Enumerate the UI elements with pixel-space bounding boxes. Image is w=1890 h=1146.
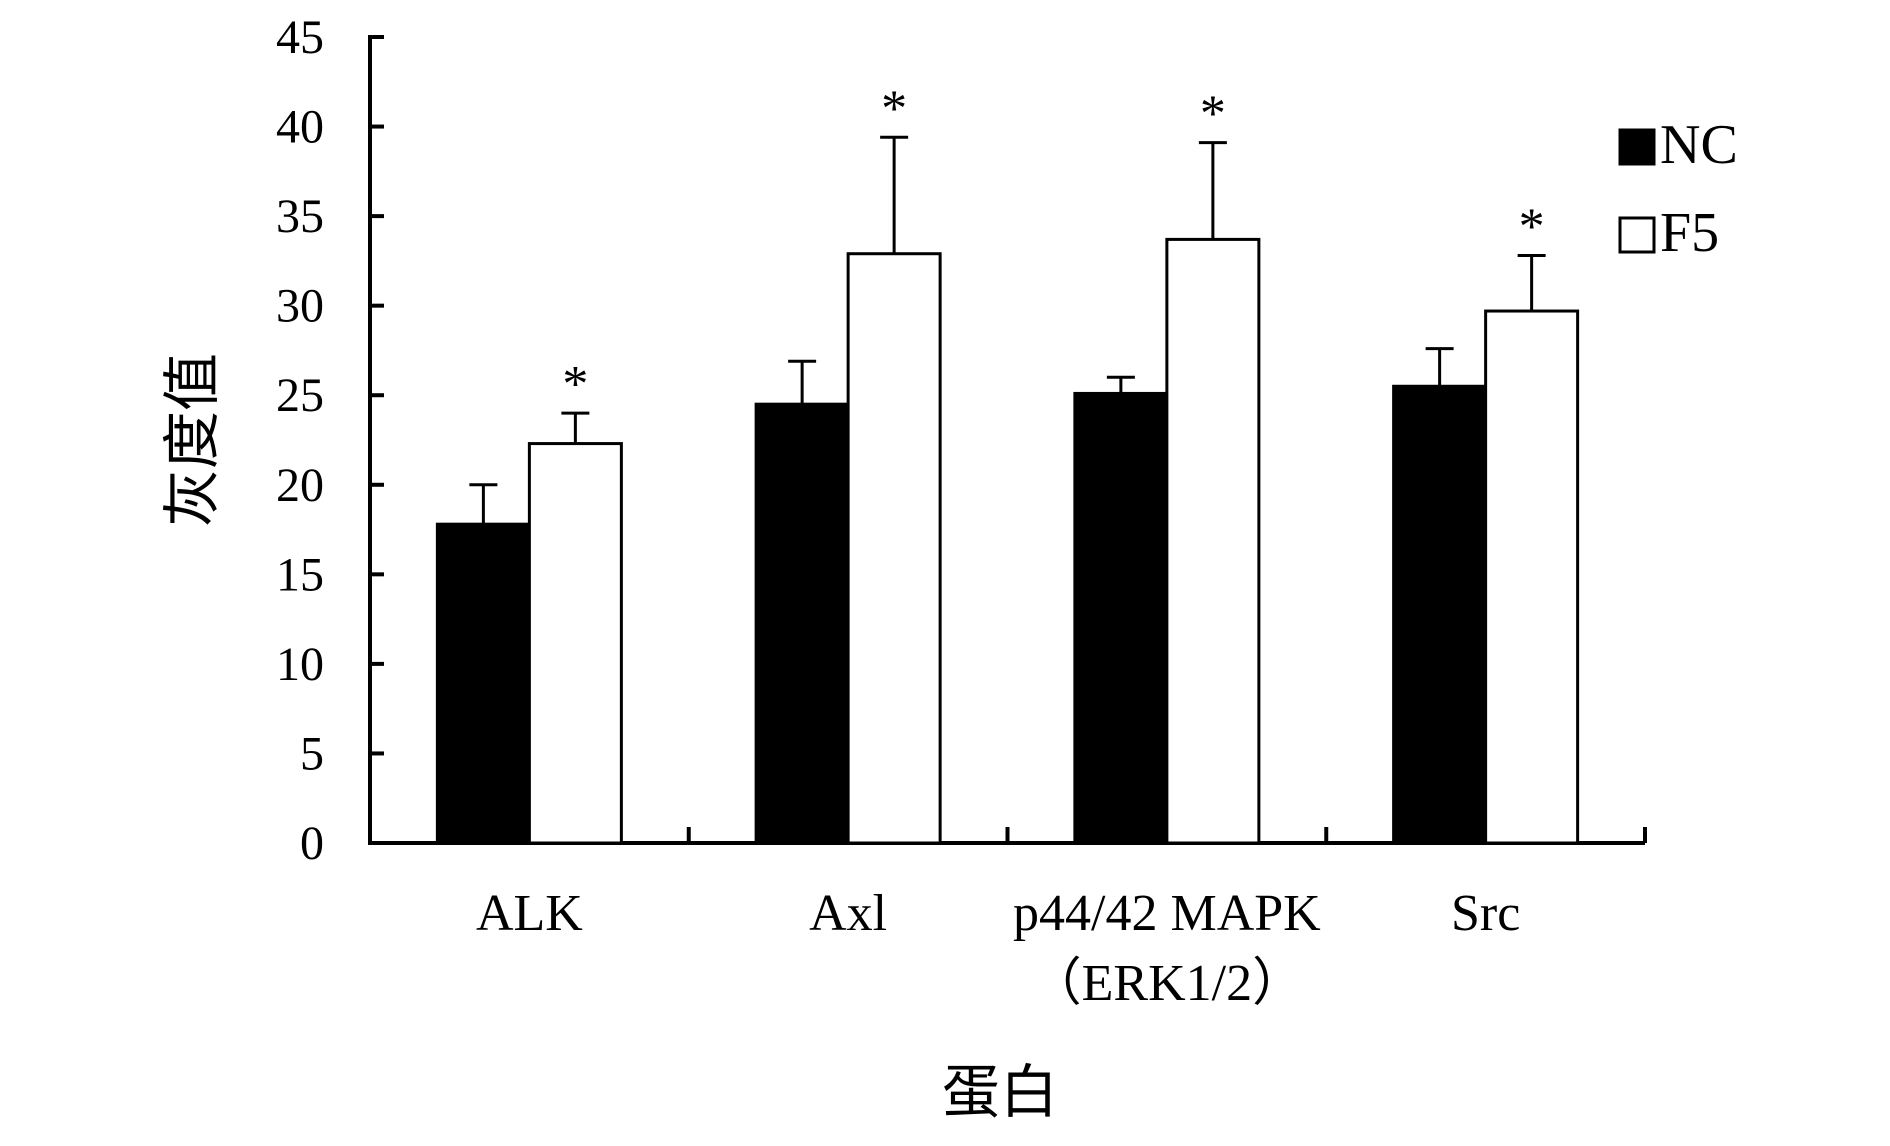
y-tick-label: 20 (276, 459, 324, 512)
bar-nc (754, 402, 850, 845)
y-axis-title: 灰度值 (160, 353, 225, 527)
legend: NC F5 (1618, 114, 1738, 264)
y-tick-label: 30 (276, 280, 324, 333)
y-tick-label: 25 (276, 369, 324, 422)
significance-marker: * (881, 80, 907, 137)
y-tick-label: 0 (300, 817, 324, 870)
y-tick-label: 10 (276, 638, 324, 691)
significance-marker: * (1519, 199, 1545, 256)
bar-f5 (527, 442, 623, 845)
bar-nc (1073, 391, 1169, 845)
x-tick-label-line: Axl (809, 885, 887, 942)
legend-label-nc: NC (1660, 114, 1738, 176)
x-tick-label: Axl (809, 885, 887, 942)
bars (435, 135, 1580, 845)
legend-swatch-f5 (1618, 216, 1656, 254)
x-tick-label-line: ALK (476, 885, 583, 942)
x-tick-label-line: （ERK1/2） (1030, 955, 1304, 1012)
y-tick-label: 40 (276, 101, 324, 154)
x-tick-label: ALK (476, 885, 583, 942)
x-tick-label-line: p44/42 MAPK (1013, 885, 1321, 942)
x-axis-title: 蛋白 (942, 1060, 1058, 1125)
x-tick-label: p44/42 MAPK （ERK1/2） (1013, 885, 1321, 1012)
y-tick-label: 35 (276, 190, 324, 243)
x-tick-label-line: Src (1451, 885, 1520, 942)
labels: 0 5 10 15 20 25 30 35 40 45 * ALK * Axl * p44/42 MAPK （E… (160, 11, 1545, 1125)
y-tick-label: 15 (276, 548, 324, 601)
legend-label-f5: F5 (1660, 202, 1719, 264)
significance-marker: * (1200, 86, 1226, 143)
legend-swatch-nc (1618, 128, 1656, 166)
bar-f5 (846, 252, 942, 845)
bar-nc (1392, 384, 1488, 845)
y-tick-label: 45 (276, 11, 324, 64)
bar-f5 (1165, 237, 1261, 845)
bar-f5 (1484, 309, 1580, 845)
y-tick-label: 5 (300, 727, 324, 780)
significance-marker: * (562, 356, 588, 413)
bar-nc (435, 522, 531, 845)
x-tick-label: Src (1451, 885, 1520, 942)
